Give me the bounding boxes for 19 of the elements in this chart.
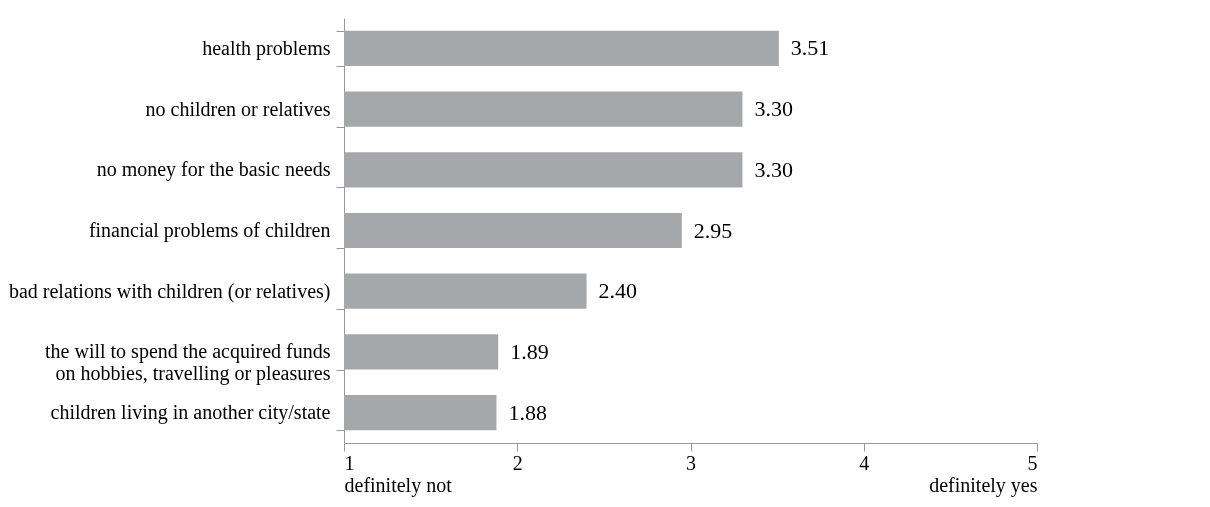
y-tick-label: no children or relatives xyxy=(145,97,331,120)
x-tick-label: 2 xyxy=(512,451,523,474)
x-tick-label: 1 definitely not xyxy=(344,451,453,497)
data-label: 3.51 xyxy=(790,35,830,61)
y-tick-label: financial problems of children xyxy=(88,219,331,242)
data-label: 1.88 xyxy=(508,399,547,425)
x-tick-label: 4 xyxy=(859,451,870,474)
data-label: 1.89 xyxy=(510,338,549,364)
y-tick-label: bad relations with children (or relatives) xyxy=(8,279,331,303)
data-label: 3.30 xyxy=(754,96,793,122)
y-tick-label: the will to spend the acquired funds on hobbies, travelling or pleasures xyxy=(45,340,331,386)
y-tick-label: no money for the basic needs xyxy=(96,158,331,182)
data-label: 2.95 xyxy=(693,217,733,243)
x-tick-label: 5 definitely yes xyxy=(929,451,1038,497)
data-label: 3.30 xyxy=(754,156,793,182)
y-tick-label: children living in another city/state xyxy=(50,401,331,425)
y-tick-label: health problems xyxy=(202,36,331,60)
x-tick-label: 3 xyxy=(686,451,696,474)
data-label: 2.40 xyxy=(598,278,638,304)
